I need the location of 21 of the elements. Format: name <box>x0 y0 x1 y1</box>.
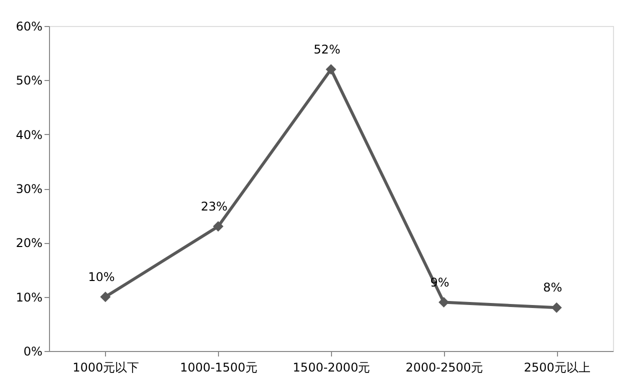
data-label: 8% <box>543 280 562 295</box>
point <box>212 221 224 232</box>
data-label: 10% <box>88 270 115 284</box>
point <box>326 64 336 75</box>
y-tick-label: 10% <box>16 290 42 304</box>
point <box>100 292 111 302</box>
x-tick-label: 1000元以下 <box>72 360 140 374</box>
y-tick-label: 0% <box>23 344 42 358</box>
y-tick-label: 40% <box>16 128 42 142</box>
x-tick-label: 2000-2500元 <box>406 360 484 374</box>
data-label: 52% <box>314 42 340 56</box>
y-tick-label: 50% <box>16 74 42 88</box>
point <box>551 302 562 313</box>
point <box>438 297 450 308</box>
x-tick-label: 2500元以上 <box>524 360 590 374</box>
x-tick-label: 1000-1500元 <box>180 360 258 374</box>
x-tick-label: 1500-2000元 <box>292 360 370 374</box>
data-label: 23% <box>200 199 228 214</box>
y-tick-label: 30% <box>16 182 42 196</box>
y-tick-label: 20% <box>16 236 42 250</box>
y-tick-label: 60% <box>16 20 42 34</box>
